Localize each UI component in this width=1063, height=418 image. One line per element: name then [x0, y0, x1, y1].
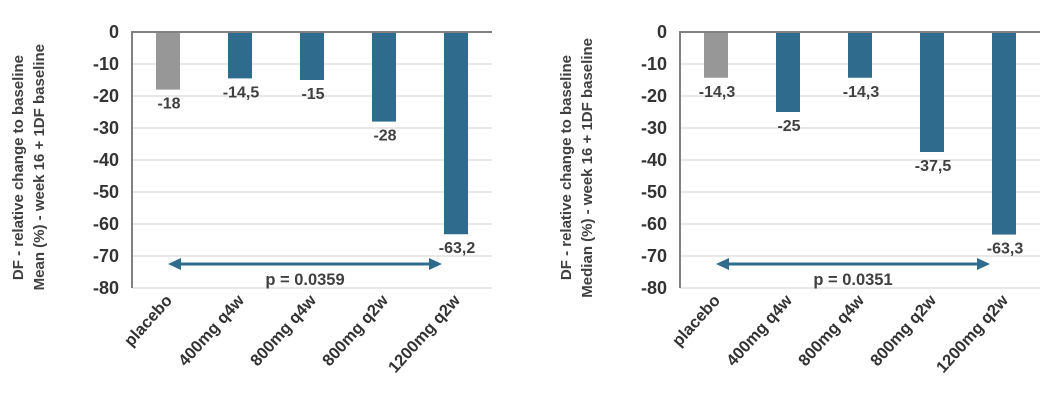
y-tick-label: -40	[641, 150, 667, 170]
bar-800mg-q4w	[300, 33, 324, 80]
x-category-label: placebo	[121, 292, 176, 350]
y-axis-title-line2: Mean (%) - week 16 + 1DF baseline	[30, 44, 48, 291]
x-category-label: 800mg q4w	[247, 292, 320, 370]
y-tick-label: -70	[93, 246, 119, 266]
y-tick-label: -60	[641, 214, 667, 234]
x-category-label: 400mg q4w	[175, 292, 248, 370]
median-chart: DF - relative change to baseline Median …	[548, 0, 1063, 418]
y-tick-label: -50	[641, 182, 667, 202]
p-value-label: p = 0.0359	[265, 271, 344, 289]
bar-value-label: -25	[777, 118, 800, 135]
y-axis-title-line1: DF - relative change to baseline	[558, 54, 576, 281]
x-category-label: 1200mg q2w	[385, 292, 464, 377]
y-tick-label: -80	[641, 278, 667, 298]
y-tick-label: -10	[641, 54, 667, 74]
mean-chart-plot: 0 -10 -20 -30 -40 -50 -60 -70 -80 -18 -14,5 -15 -28 -…	[93, 22, 492, 377]
bar-value-label: -63,3	[987, 241, 1024, 258]
bar-400mg-q4w	[228, 33, 252, 79]
bar-value-label: -15	[301, 86, 324, 103]
bar-1200mg-q2w	[444, 33, 468, 235]
bar-value-label: -18	[157, 96, 180, 113]
y-tick-label: -70	[641, 246, 667, 266]
x-category-label: 800mg q2w	[319, 292, 392, 370]
bar-800mg-q2w	[372, 33, 396, 122]
y-tick-label: -50	[93, 182, 119, 202]
y-tick-label: -10	[93, 54, 119, 74]
y-tick-label: -20	[93, 86, 119, 106]
bar-value-label: -14,5	[223, 84, 260, 101]
x-category-label: 400mg q4w	[723, 292, 796, 370]
arrowhead-left-icon	[716, 258, 729, 270]
bar-value-label: -14,3	[843, 84, 880, 101]
y-axis-title-line1: DF - relative change to baseline	[10, 54, 28, 281]
x-category-label: 800mg q4w	[795, 292, 868, 370]
bar-value-label: -28	[373, 128, 396, 145]
bar-1200mg-q2w	[992, 33, 1016, 235]
arrowhead-left-icon	[168, 258, 181, 270]
bar-800mg-q2w	[920, 33, 944, 152]
x-category-label: 1200mg q2w	[933, 292, 1012, 377]
bar-value-label: -63,2	[439, 240, 476, 257]
bar-value-label: -37,5	[915, 158, 952, 175]
y-tick-label: 0	[657, 22, 667, 42]
arrowhead-right-icon	[429, 258, 442, 270]
bar-value-label: -14,3	[699, 84, 736, 101]
mean-chart-y-axis-title: DF - relative change to baseline Mean (%…	[0, 0, 58, 335]
bar-400mg-q4w	[776, 33, 800, 112]
y-tick-label: -40	[93, 150, 119, 170]
mean-chart: DF - relative change to baseline Mean (%…	[0, 0, 518, 418]
y-axis-title-line2: Median (%) - week 16 + 1DF baseline	[578, 37, 596, 298]
x-category-label: placebo	[669, 292, 724, 350]
median-chart-y-axis-title: DF - relative change to baseline Median …	[548, 0, 606, 335]
y-tick-label: -30	[93, 118, 119, 138]
y-tick-label: -80	[93, 278, 119, 298]
y-tick-label: -30	[641, 118, 667, 138]
x-category-label: 800mg q2w	[867, 292, 940, 370]
bar-placebo	[704, 33, 728, 78]
median-chart-plot: 0 -10 -20 -30 -40 -50 -60 -70 -80 -14,3 -25 -14,3 -3…	[641, 22, 1040, 377]
arrowhead-right-icon	[977, 258, 990, 270]
p-value-label: p = 0.0351	[813, 271, 892, 289]
bar-800mg-q4w	[848, 33, 872, 78]
y-tick-label: 0	[109, 22, 119, 42]
y-tick-label: -20	[641, 86, 667, 106]
bar-placebo	[156, 33, 180, 90]
y-tick-label: -60	[93, 214, 119, 234]
